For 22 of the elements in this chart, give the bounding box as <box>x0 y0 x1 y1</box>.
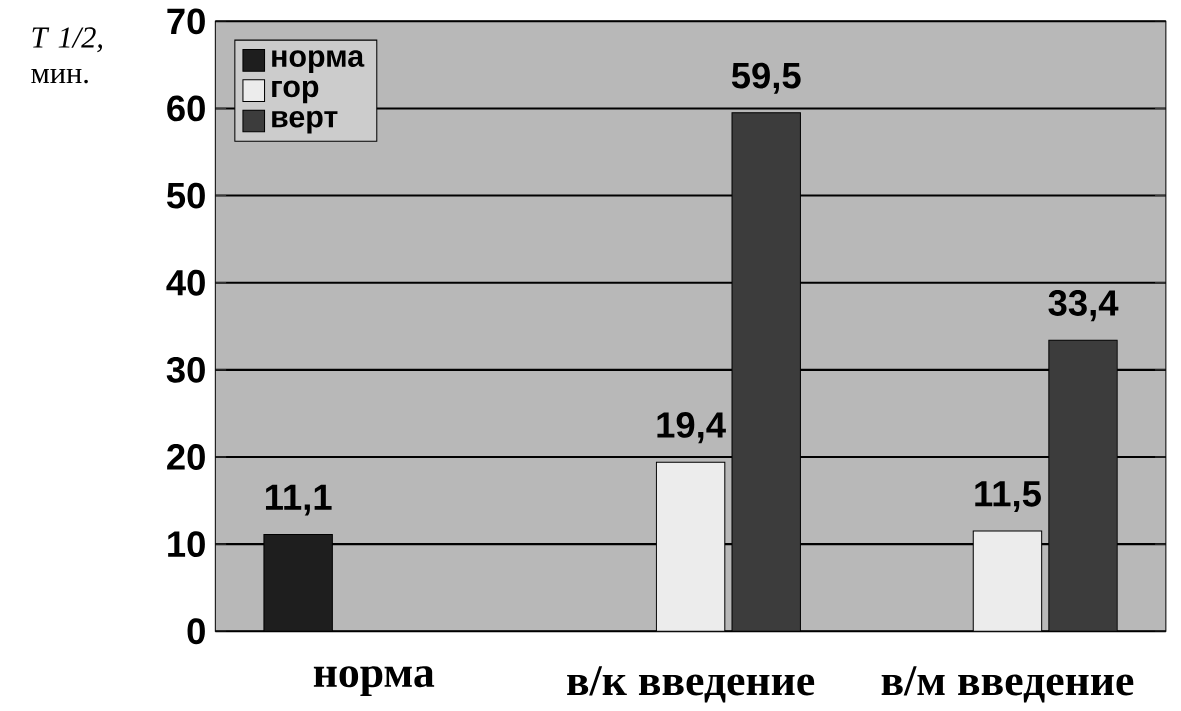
y-tick-label: 30 <box>166 356 205 383</box>
bar <box>1048 339 1118 632</box>
y-tick-label: 60 <box>167 95 205 122</box>
y-axis-title: T 1/2, мин. <box>31 27 103 84</box>
y-tick-label: 20 <box>167 444 205 470</box>
data-label: 59,5 <box>731 62 801 94</box>
legend-label: гор <box>272 80 319 104</box>
legend-label: верт <box>272 110 338 134</box>
y-tick-label: 10 <box>168 531 205 558</box>
data-label: 11,5 <box>975 481 1041 512</box>
legend-label: норма <box>272 50 365 73</box>
y-tick-label: 40 <box>166 269 205 296</box>
x-tick-label: в/к введение <box>567 666 815 703</box>
data-label: 11,1 <box>265 484 332 516</box>
bar <box>731 112 801 632</box>
data-label: 33,4 <box>1048 290 1119 322</box>
y-tick-label: 70 <box>167 8 205 35</box>
data-label: 19,4 <box>657 412 726 444</box>
x-tick-label: норма <box>313 666 435 697</box>
x-tick-label: в/м введение <box>881 666 1134 703</box>
y-tick-label: 50 <box>166 182 205 209</box>
y-tick-label: 0 <box>187 618 205 645</box>
